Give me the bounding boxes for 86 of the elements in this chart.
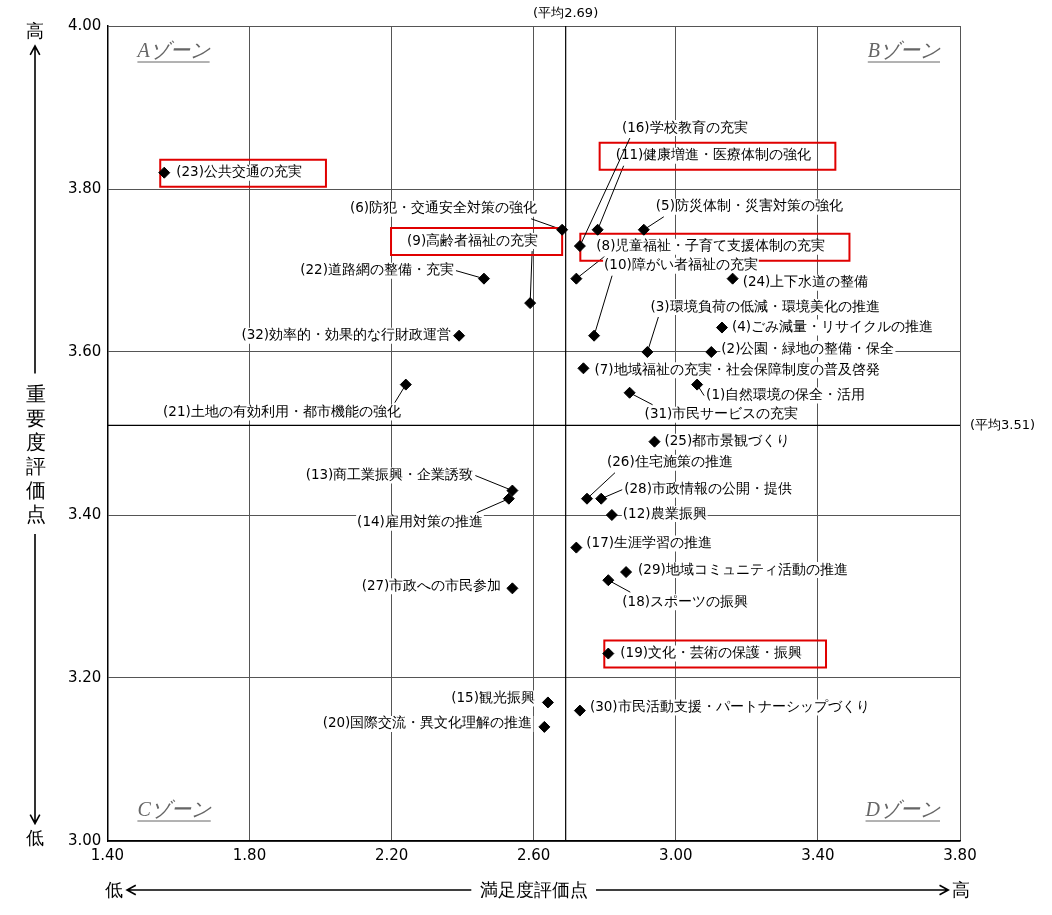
text: 高	[26, 20, 44, 41]
annotation: (28)市政情報の公開・提供	[624, 480, 792, 497]
annotation: (15)観光振興	[451, 688, 535, 705]
annotation: Aゾーン	[135, 39, 211, 62]
point	[577, 362, 590, 375]
point	[573, 704, 586, 717]
annotation: (4)ごみ減量・リサイクルの推進	[731, 318, 934, 335]
text: 低	[26, 827, 44, 848]
annotation: (6)防犯・交通安全対策の強化	[349, 199, 538, 216]
point	[705, 346, 718, 358]
text: 高	[952, 879, 970, 900]
annotation: (19)文化・芸術の保護・振興	[620, 644, 803, 661]
point	[588, 329, 601, 342]
annotation: (7)地域福祉の充実・社会保障制度の普及啓発	[594, 360, 880, 377]
annotation: (17)生涯学習の推進	[586, 534, 713, 551]
point	[648, 435, 661, 448]
y-axis-title: 重要度評価点	[26, 381, 46, 526]
annotation: (1)自然環境の保全・活用	[706, 386, 866, 403]
y-tick-label: 3.60	[67, 341, 102, 360]
point	[538, 720, 551, 733]
annotation: (12)農業振興	[622, 504, 707, 521]
annotation: (3)環境負荷の低減・環境美化の推進	[650, 297, 880, 314]
point	[602, 574, 615, 587]
point	[573, 240, 586, 253]
annotation: (16)学校教育の充実	[621, 118, 748, 135]
text: 低	[105, 879, 124, 900]
point	[570, 272, 583, 285]
point	[637, 223, 650, 236]
x-tick-label: 3.80	[943, 845, 977, 864]
annotation: (2)公園・緑地の整備・保全	[721, 339, 895, 356]
point	[158, 166, 171, 179]
annotation: (21)土地の有効利用・都市機能の強化	[163, 403, 401, 420]
y-tick-label: 4.00	[67, 15, 102, 34]
point	[506, 582, 519, 595]
point	[602, 647, 615, 660]
point	[595, 492, 608, 505]
annotation: (24)上下水道の整備	[742, 273, 869, 290]
x-axis-title: 満足度評価点	[479, 879, 588, 900]
point	[477, 272, 490, 285]
x-tick-label: 2.20	[374, 845, 409, 864]
annotation: (22)道路網の整備・充実	[300, 261, 454, 278]
ref-line-label: (平均3.51)	[970, 416, 1036, 432]
annotation: (23)公共交通の充実	[176, 163, 302, 180]
point	[605, 509, 618, 521]
point	[623, 386, 636, 399]
annotation: (13)商工業振興・企業誘致	[305, 466, 474, 483]
annotation: (9)高齢者福祉の充実	[407, 231, 539, 248]
point	[556, 223, 569, 236]
annotation: (18)スポーツの振興	[622, 592, 749, 609]
x-tick-label: 2.60	[517, 845, 551, 864]
point	[506, 484, 519, 497]
point	[453, 329, 466, 342]
point	[502, 492, 515, 505]
x-tick-label: 1.80	[232, 845, 267, 864]
annotation: (27)市政への市民参加	[361, 576, 502, 593]
point	[726, 272, 739, 285]
y-tick-label: 3.20	[67, 667, 102, 686]
point	[399, 378, 412, 391]
point	[541, 696, 554, 709]
annotation: Cゾーン	[137, 798, 212, 821]
ref-line-label: (平均2.69)	[533, 4, 599, 20]
point	[570, 541, 583, 554]
annotation: (5)防災体制・災害対策の強化	[655, 197, 843, 214]
annotation: (20)国際交流・異文化理解の推進	[322, 714, 533, 731]
point	[580, 492, 593, 505]
annotation: (25)都市景観づくり	[664, 432, 791, 449]
point	[591, 223, 604, 236]
point	[691, 378, 704, 391]
x-tick-label: 3.40	[801, 845, 835, 864]
annotation: (30)市民活動支援・パートナーシップづくり	[589, 698, 870, 715]
annotation: (32)効率的・効果的な行財政運営	[241, 326, 452, 343]
annotation: (26)住宅施策の推進	[606, 453, 733, 470]
annotation: Bゾーン	[867, 39, 941, 62]
annotation: (29)地域コミュニティ活動の推進	[638, 560, 848, 577]
point	[620, 566, 633, 579]
annotation: (8)児童福祉・子育て支援体制の充実	[596, 237, 826, 254]
annotation: Dゾーン	[864, 798, 941, 821]
y-tick-label: 3.80	[67, 178, 102, 197]
x-tick-label: 3.00	[659, 845, 693, 864]
point	[641, 346, 654, 358]
annotation: (14)雇用対策の推進	[357, 513, 483, 530]
annotation: (31)市民サービスの充実	[644, 405, 799, 422]
y-tick-label: 3.40	[67, 504, 102, 523]
annotation: (10)障がい者福祉の充実	[604, 256, 758, 273]
point	[715, 321, 728, 334]
point	[524, 297, 537, 310]
